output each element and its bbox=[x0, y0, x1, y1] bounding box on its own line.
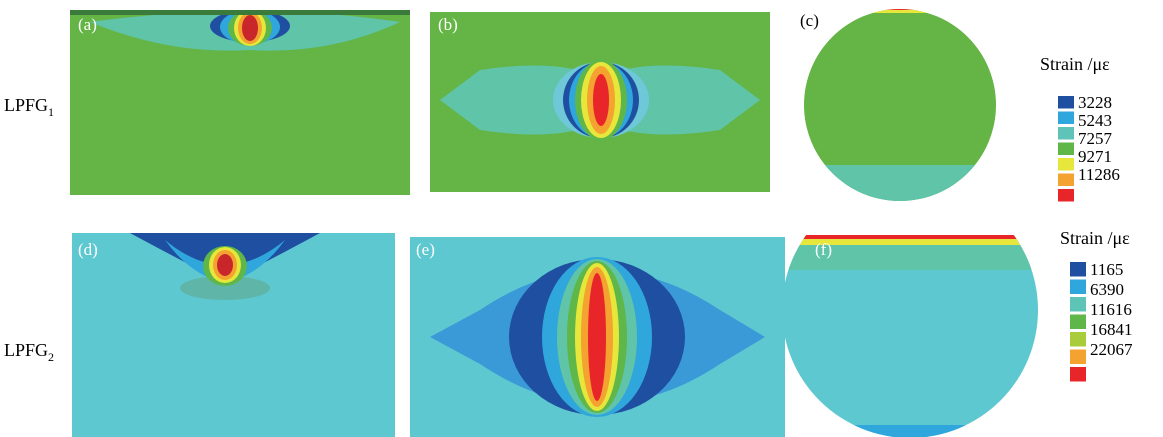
legend-swatch bbox=[1058, 158, 1074, 171]
row-label-text: LPFG bbox=[4, 340, 48, 360]
figure: (a) (b) (c) (d) (e) (f) LPFG1 LPFG2 Stra… bbox=[0, 0, 1163, 437]
panel-b bbox=[430, 12, 770, 192]
panel-label: (e) bbox=[416, 240, 435, 259]
row-label-text: LPFG bbox=[4, 95, 48, 115]
panel-c bbox=[800, 5, 1000, 205]
legend-title: Strain /με bbox=[1040, 54, 1110, 74]
legend-swatch bbox=[1070, 315, 1086, 330]
row-label: LPFG2 bbox=[4, 340, 54, 364]
legend-swatch bbox=[1058, 189, 1074, 202]
panel-label: (d) bbox=[78, 240, 98, 259]
legend-swatch bbox=[1058, 96, 1074, 109]
panel-e bbox=[410, 237, 785, 437]
legend-swatch bbox=[1058, 143, 1074, 156]
legend-swatch bbox=[1058, 127, 1074, 140]
legend-swatch bbox=[1070, 262, 1086, 277]
legend-title: Strain /με bbox=[1060, 228, 1130, 248]
legend-swatch bbox=[1070, 350, 1086, 365]
panel-label: (c) bbox=[800, 11, 819, 30]
legend-swatch bbox=[1058, 174, 1074, 187]
row-label: LPFG1 bbox=[4, 95, 54, 119]
legend-swatch bbox=[1070, 332, 1086, 347]
legend-label: 22067 bbox=[1090, 340, 1133, 359]
panel-a bbox=[70, 10, 410, 195]
legend-swatch bbox=[1070, 367, 1086, 382]
legend-label: 11286 bbox=[1078, 165, 1120, 184]
panel-label: (a) bbox=[78, 15, 97, 34]
panel-f bbox=[780, 180, 1040, 437]
legend-label: 7257 bbox=[1078, 129, 1113, 148]
panel-label: (f) bbox=[815, 240, 832, 259]
row-label-subscript: 1 bbox=[48, 105, 54, 119]
legend-label: 1165 bbox=[1090, 260, 1123, 279]
legend-swatch bbox=[1058, 112, 1074, 125]
legend-swatch bbox=[1070, 280, 1086, 295]
legend-swatch bbox=[1070, 297, 1086, 312]
legend-label: 5243 bbox=[1078, 111, 1112, 130]
legend-label: 11616 bbox=[1090, 300, 1132, 319]
legend-label: 16841 bbox=[1090, 320, 1133, 339]
legend-label: 9271 bbox=[1078, 147, 1112, 166]
row-label-subscript: 2 bbox=[48, 350, 54, 364]
legend-label: 3228 bbox=[1078, 93, 1112, 112]
legend-label: 6390 bbox=[1090, 280, 1124, 299]
panel-d bbox=[72, 233, 395, 437]
panel-label: (b) bbox=[438, 15, 458, 34]
